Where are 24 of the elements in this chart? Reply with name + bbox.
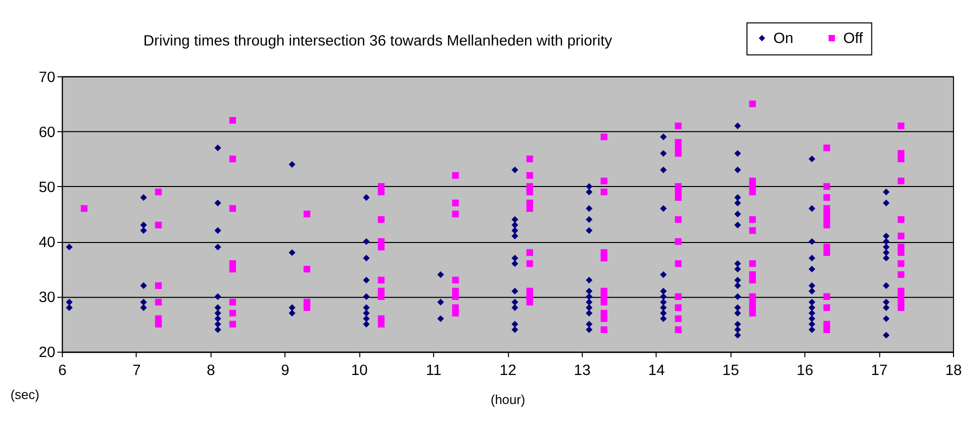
x-tick-label: 8 <box>206 362 216 380</box>
x-axis-title: (hour) <box>490 392 526 408</box>
legend-label: Off <box>843 30 864 48</box>
y-axis-title: (sec) <box>10 387 40 402</box>
y-tick-label: 30 <box>38 289 56 306</box>
y-tick-label: 40 <box>38 234 56 252</box>
x-tick-label: 16 <box>796 362 814 380</box>
x-tick-label: 14 <box>648 362 665 380</box>
x-tick-label: 7 <box>132 362 141 380</box>
legend-label: On <box>773 30 794 48</box>
x-tick-label: 15 <box>722 362 740 380</box>
y-tick-label: 50 <box>38 178 56 196</box>
x-tick-label: 12 <box>500 362 516 380</box>
x-tick-label: 9 <box>280 362 290 380</box>
y-tick-label: 60 <box>38 124 56 141</box>
y-tick-label: 70 <box>38 68 56 86</box>
x-tick-label: 6 <box>58 362 67 380</box>
chart-title: Driving times through intersection 36 towards Mellanheden with priority <box>143 32 613 50</box>
x-tick-label: 11 <box>426 362 442 380</box>
y-tick-label: 20 <box>38 344 56 362</box>
x-tick-label: 13 <box>574 362 591 380</box>
x-tick-label: 10 <box>351 362 368 380</box>
x-tick-label: 17 <box>870 362 888 380</box>
x-tick-label: 18 <box>945 362 962 380</box>
